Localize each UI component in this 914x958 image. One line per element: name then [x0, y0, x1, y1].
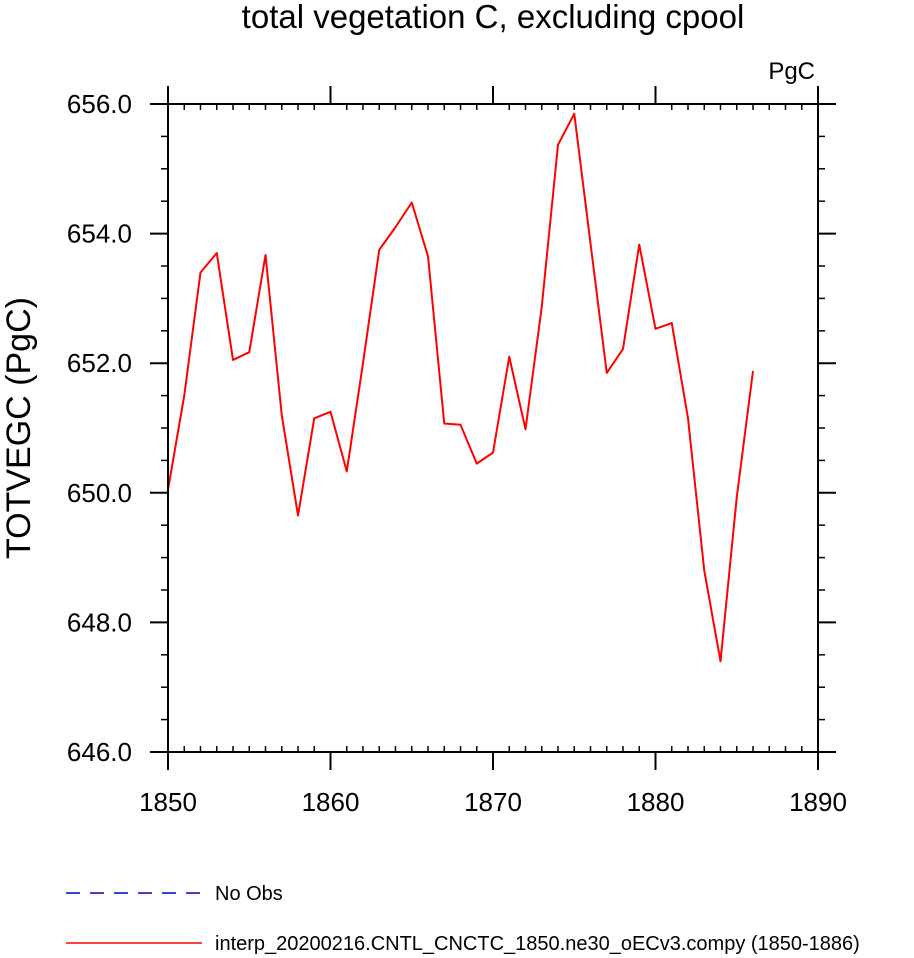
- y-tick-label: 646.0: [67, 737, 132, 767]
- units-label: PgC: [768, 58, 815, 85]
- x-tick-label: 1860: [302, 787, 360, 817]
- legend-label-0: No Obs: [215, 883, 283, 905]
- y-tick-label: 652.0: [67, 348, 132, 378]
- y-tick-label: 650.0: [67, 478, 132, 508]
- y-tick-label: 656.0: [67, 89, 132, 119]
- x-tick-label: 1850: [139, 787, 197, 817]
- x-tick-label: 1880: [627, 787, 685, 817]
- y-tick-label: 654.0: [67, 219, 132, 249]
- y-tick-label: 648.0: [67, 607, 132, 637]
- y-axis-label: TOTVEGC (PgC): [0, 297, 38, 559]
- legend-label-1: interp_20200216.CNTL_CNCTC_1850.ne30_oEC…: [215, 933, 860, 955]
- x-tick-label: 1890: [789, 787, 847, 817]
- series-line-0: [167, 112, 754, 663]
- chart-title: total vegetation C, excluding cpool: [242, 0, 745, 35]
- series-layer: [167, 112, 754, 663]
- legend: No Obs interp_20200216.CNTL_CNCTC_1850.ne…: [66, 883, 860, 955]
- axes-layer: 1850 1860 1870 1880 1890 646.0 648.0 650.0 652.0…: [67, 86, 847, 817]
- x-tick-label: 1870: [464, 787, 522, 817]
